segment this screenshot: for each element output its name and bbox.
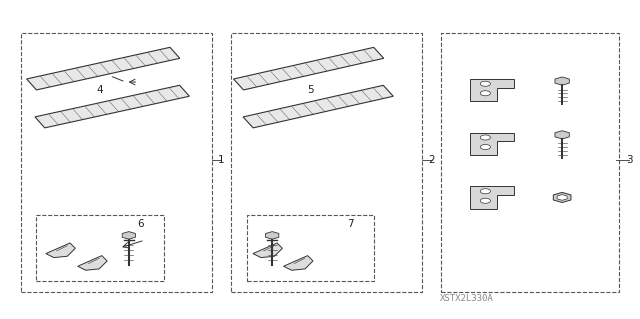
Circle shape (480, 145, 490, 150)
Text: XSTX2L330A: XSTX2L330A (440, 294, 493, 303)
Text: 5: 5 (307, 85, 314, 95)
Polygon shape (470, 79, 515, 101)
Polygon shape (470, 186, 515, 209)
Text: 7: 7 (348, 219, 354, 229)
Polygon shape (555, 77, 570, 85)
Polygon shape (234, 47, 384, 90)
Polygon shape (243, 85, 394, 128)
Polygon shape (77, 256, 107, 270)
Polygon shape (470, 133, 515, 155)
Circle shape (480, 91, 490, 96)
Text: 4: 4 (97, 85, 104, 95)
Polygon shape (46, 243, 76, 257)
Polygon shape (266, 232, 279, 239)
Polygon shape (284, 256, 313, 270)
Polygon shape (253, 243, 282, 257)
Text: 3: 3 (626, 154, 632, 165)
Polygon shape (122, 232, 136, 239)
Text: 2: 2 (428, 154, 435, 165)
Circle shape (480, 198, 490, 203)
Circle shape (480, 81, 490, 86)
Polygon shape (557, 195, 567, 200)
Polygon shape (554, 192, 571, 203)
Text: 1: 1 (218, 154, 225, 165)
Polygon shape (555, 131, 570, 139)
Polygon shape (35, 85, 189, 128)
Circle shape (480, 189, 490, 194)
Circle shape (480, 135, 490, 140)
Polygon shape (27, 47, 180, 90)
Text: 6: 6 (137, 219, 143, 229)
